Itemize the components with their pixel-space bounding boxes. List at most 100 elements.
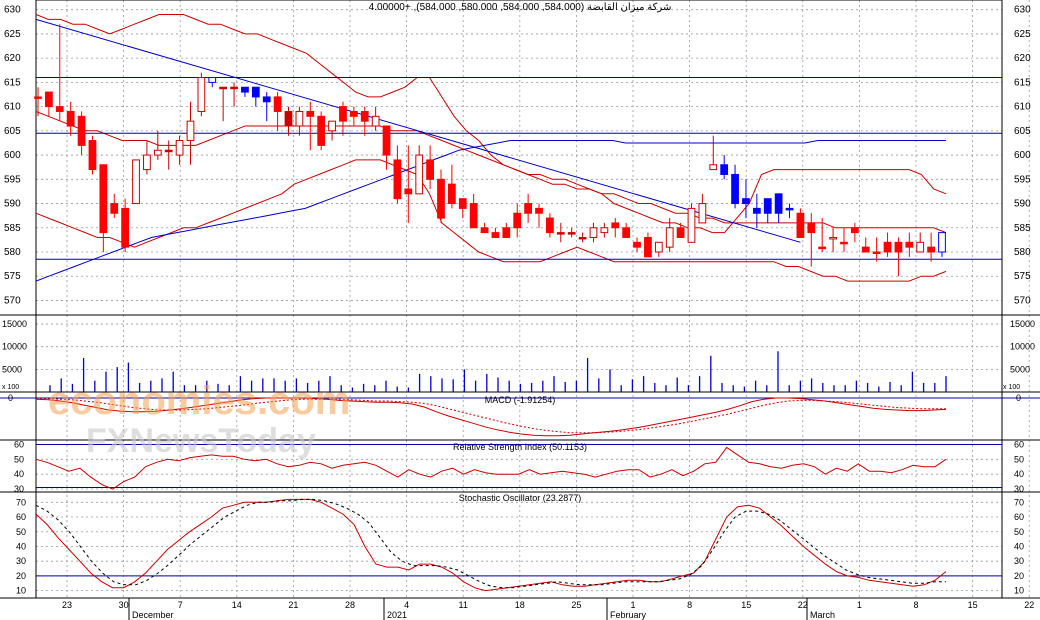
volume-tick-label-right: 10000 <box>1010 342 1035 352</box>
candle-body <box>938 232 946 253</box>
stochastic-d-line <box>35 498 946 589</box>
macd-title: MACD (-1.91254) <box>485 395 556 405</box>
price-tick-label-left: 595 <box>4 174 21 185</box>
rsi-tick-label-left: 40 <box>14 469 24 479</box>
price-tick-label-left: 585 <box>4 223 21 234</box>
candle-body <box>186 120 195 142</box>
candle-body <box>273 96 282 112</box>
stochastic-panel <box>35 498 1002 592</box>
bollinger-middle-band <box>35 111 947 234</box>
price-tick-label-right: 595 <box>1014 174 1031 185</box>
rsi-tick-label-right: 40 <box>1014 469 1024 479</box>
candle-body <box>284 110 293 127</box>
price-tick-label-left: 580 <box>4 247 21 258</box>
candle-body <box>251 86 260 98</box>
candle-body <box>752 207 761 214</box>
candle-body <box>633 241 641 248</box>
candle-body <box>872 251 881 254</box>
macd-signal-line <box>36 398 946 434</box>
candle-body <box>491 232 500 238</box>
stochastic-tick-label-right: 60 <box>1014 512 1024 522</box>
candle-body <box>88 140 97 171</box>
stochastic-title: Stochastic Oscillator (23.2877) <box>459 493 582 503</box>
price-tick-label-right: 625 <box>1014 29 1031 40</box>
stochastic-tick-label-right: 20 <box>1014 571 1024 581</box>
candle-body <box>132 159 140 205</box>
candle-body <box>861 246 870 253</box>
volume-tick-label-left: 5000 <box>2 364 22 374</box>
price-tick-label-right: 620 <box>1014 53 1031 64</box>
price-tick-label-right: 615 <box>1014 77 1031 88</box>
x-day-tick-label: 18 <box>515 600 525 610</box>
x-day-tick-label: 22 <box>798 600 808 610</box>
candle-body <box>164 149 173 153</box>
candle-body <box>556 232 565 235</box>
price-tick-label-left: 600 <box>4 150 21 161</box>
volume-tick-label-right: 15000 <box>1010 319 1035 329</box>
x-day-tick-label: 7 <box>178 600 183 610</box>
x-month-label: December <box>132 610 174 620</box>
volume-unit-label-left: x 100 <box>2 384 19 391</box>
bollinger-lower-band <box>35 159 947 282</box>
macd-tick-label-right: 0 <box>1016 393 1021 403</box>
candle-body <box>360 110 369 122</box>
x-day-tick-label: 21 <box>288 600 298 610</box>
candle-body <box>818 246 827 250</box>
stochastic-tick-label-left: 50 <box>16 527 26 537</box>
candle-body <box>448 183 456 205</box>
candle-body <box>175 140 184 156</box>
candle-body <box>927 246 935 253</box>
macd-tick-label-left: 0 <box>8 393 13 403</box>
candle-body <box>153 149 162 156</box>
x-day-tick-label: 15 <box>968 600 978 610</box>
candle-body <box>763 198 772 214</box>
candle-body <box>77 115 86 146</box>
volume-tick-label-left: 10000 <box>2 342 27 352</box>
candle-body <box>644 236 652 258</box>
candle-body <box>513 212 522 229</box>
price-tick-label-left: 630 <box>4 5 21 16</box>
candle-body <box>709 164 718 171</box>
stochastic-tick-label-right: 10 <box>1014 586 1024 596</box>
candle-body <box>611 222 620 229</box>
price-tick-label-right: 570 <box>1014 295 1031 306</box>
rsi-tick-label-left: 60 <box>14 439 24 449</box>
candle-body <box>720 164 729 175</box>
stochastic-tick-label-left: 30 <box>16 556 26 566</box>
candle-body <box>339 106 347 122</box>
candle-body <box>589 227 598 238</box>
rsi-tick-label-left: 50 <box>14 454 24 464</box>
candle-body <box>546 217 554 234</box>
x-day-tick-label: 8 <box>913 600 918 610</box>
x-day-tick-label: 8 <box>687 600 692 610</box>
stochastic-tick-label-left: 60 <box>16 512 26 522</box>
rsi-tick-label-left: 30 <box>14 484 24 494</box>
candle-body <box>600 227 609 234</box>
price-tick-label-right: 590 <box>1014 199 1031 210</box>
price-tick-label-right: 605 <box>1014 126 1031 137</box>
candle-body <box>55 106 64 112</box>
candle-body <box>796 212 805 238</box>
candle-body <box>829 236 837 240</box>
candle-body <box>578 236 587 240</box>
watermark-economies: economies.com <box>48 379 350 423</box>
candle-body <box>393 159 402 200</box>
chart-title: شركة ميزان القابضة (584.000, 584.000, 58… <box>369 2 672 13</box>
price-tick-label-right: 580 <box>1014 247 1031 258</box>
candle-body <box>219 86 228 90</box>
price-tick-label-right: 610 <box>1014 102 1031 113</box>
price-panel <box>34 14 1002 282</box>
candle-body <box>437 178 445 219</box>
candle-body <box>241 86 249 93</box>
x-day-tick-label: 14 <box>232 600 242 610</box>
candle-body <box>676 227 685 238</box>
candle-body <box>469 203 478 229</box>
candle-body <box>567 232 576 235</box>
candle-body <box>622 227 631 238</box>
stochastic-tick-label-right: 70 <box>1014 497 1024 507</box>
candle-body <box>502 227 511 238</box>
x-day-tick-label: 1 <box>857 600 862 610</box>
x-day-tick-label: 30 <box>119 600 129 610</box>
moving-average-line <box>35 140 946 282</box>
